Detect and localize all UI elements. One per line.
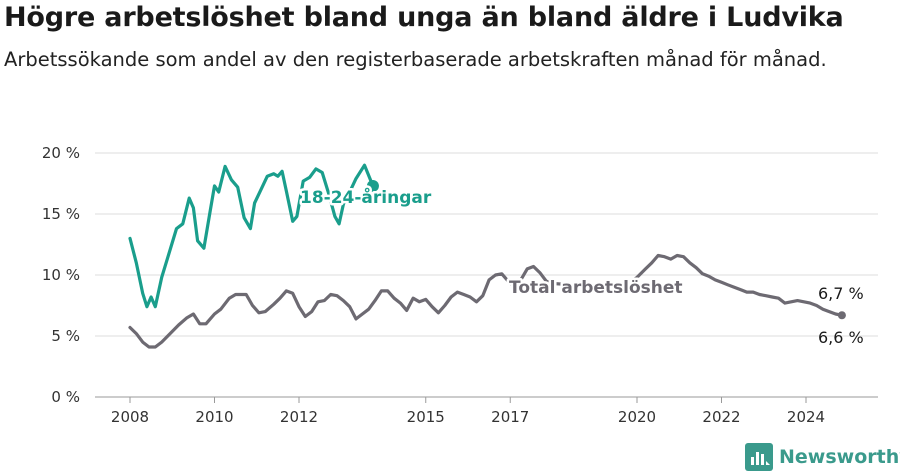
y-tick-label: 20 %	[42, 144, 80, 162]
newsworthy-logo: Newsworthy	[745, 443, 900, 471]
series-line-youth	[128, 163, 375, 309]
series-labels: 18-24-åringar Total arbetslöshet 6,7 % 6,6 …	[298, 179, 864, 347]
y-axis-labels: 0 % 5 % 10 % 15 % 20 %	[42, 144, 80, 406]
chart-subtitle: Arbetssökande som andel av den registerb…	[4, 48, 827, 71]
end-label-total: 6,7 %	[818, 284, 864, 303]
end-label-youth: 6,6 %	[818, 328, 864, 347]
y-tick-label: 0 %	[51, 388, 80, 406]
y-tick-label: 5 %	[51, 327, 80, 345]
x-tick-label: 2022	[702, 408, 740, 426]
y-tick-label: 10 %	[42, 266, 80, 284]
newsworthy-logo-text: Newsworthy	[779, 446, 900, 468]
series-lines	[128, 163, 844, 349]
total-end-marker	[837, 311, 846, 320]
chart-title: Högre arbetslöshet bland unga än bland ä…	[4, 2, 844, 33]
x-axis: 2008 2010 2012 2015 2017 2020 2022 2024	[111, 397, 825, 426]
x-tick-label: 2012	[280, 408, 318, 426]
series-label-total: Total arbetslöshet	[509, 278, 683, 298]
series-label-youth: 18-24-åringar	[300, 186, 432, 208]
x-tick-label: 2024	[787, 408, 825, 426]
newsworthy-logo-icon	[745, 443, 773, 471]
grid-lines	[95, 152, 878, 398]
x-tick-label: 2017	[491, 408, 529, 426]
x-tick-label: 2008	[111, 408, 149, 426]
x-tick-label: 2015	[407, 408, 445, 426]
series-line-total	[128, 253, 844, 349]
x-tick-label: 2020	[618, 408, 656, 426]
youth-end-marker	[366, 179, 379, 192]
x-tick-label: 2010	[195, 408, 233, 426]
y-tick-label: 15 %	[42, 205, 80, 223]
